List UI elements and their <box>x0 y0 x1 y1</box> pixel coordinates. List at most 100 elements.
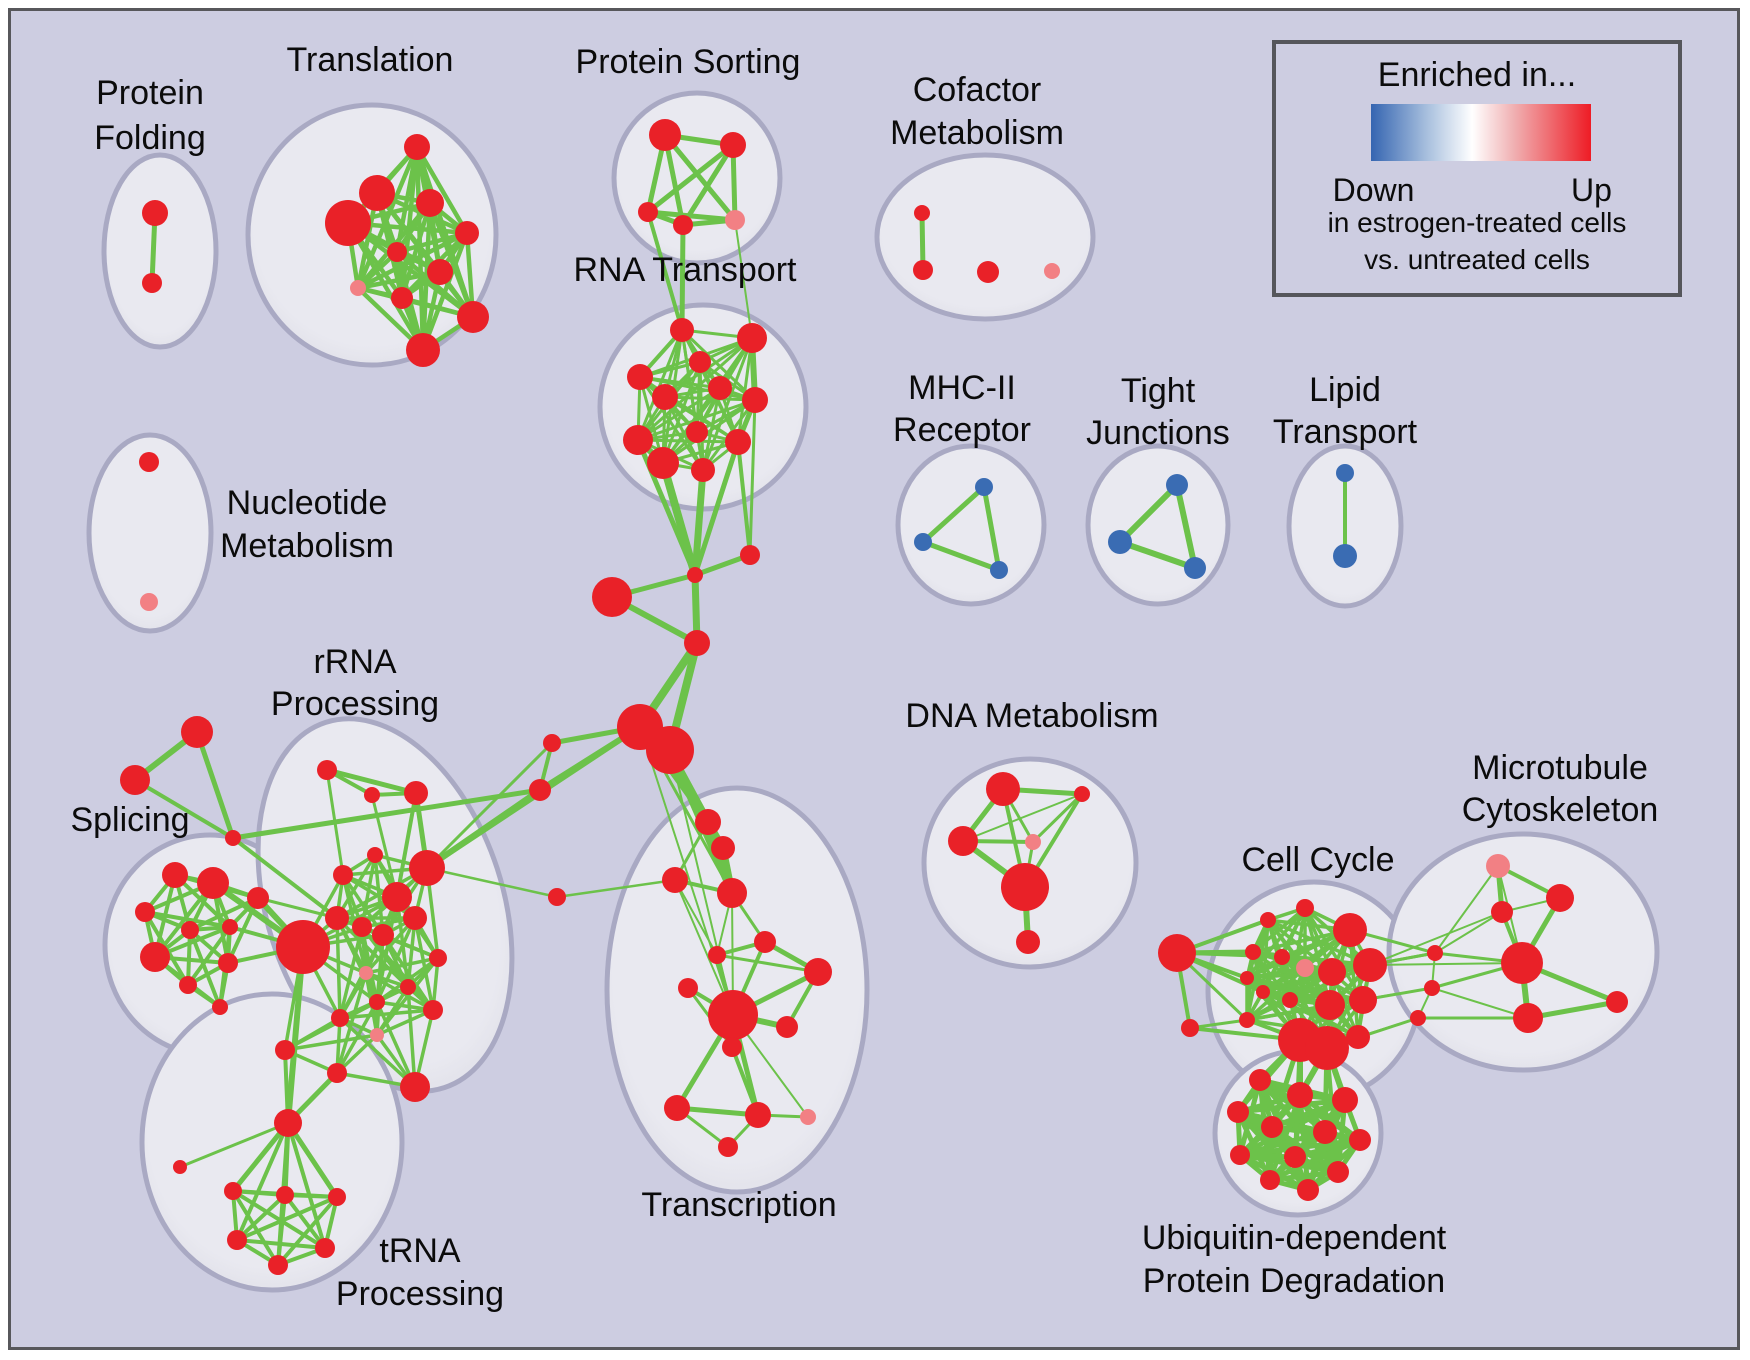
geneset-node-translation[interactable] <box>427 259 453 285</box>
geneset-node-cellcycle[interactable] <box>1158 934 1196 972</box>
geneset-node-translation[interactable] <box>387 242 407 262</box>
geneset-node-microtubule[interactable] <box>1606 991 1628 1013</box>
geneset-node-rrna[interactable] <box>359 966 373 980</box>
geneset-node-splicing[interactable] <box>197 867 229 899</box>
geneset-node-cellcycle[interactable] <box>1245 944 1261 960</box>
geneset-node-rna_transport[interactable] <box>627 364 653 390</box>
geneset-node-cellcycle[interactable] <box>1282 992 1298 1008</box>
geneset-node-splicing[interactable] <box>179 976 197 994</box>
geneset-node-microtubule[interactable] <box>1410 1010 1426 1026</box>
geneset-node-cellcycle[interactable] <box>1318 958 1346 986</box>
geneset-node-ubiquitin[interactable] <box>1249 1069 1271 1091</box>
geneset-node-translation[interactable] <box>455 221 479 245</box>
geneset-node-microtubule[interactable] <box>1546 884 1574 912</box>
geneset-node-transcription[interactable] <box>708 946 726 964</box>
geneset-node-protein_folding[interactable] <box>142 273 162 293</box>
geneset-node-cellcycle[interactable] <box>1296 899 1314 917</box>
geneset-node-microtubule[interactable] <box>1513 1003 1543 1033</box>
geneset-node-rrna[interactable] <box>372 924 394 946</box>
geneset-node-ubiquitin[interactable] <box>1261 1116 1283 1138</box>
geneset-node-rna_transport[interactable] <box>686 421 708 443</box>
geneset-node-dna[interactable] <box>948 826 978 856</box>
geneset-node-protein_sorting[interactable] <box>673 215 693 235</box>
geneset-node-transcription[interactable] <box>722 1037 742 1057</box>
geneset-node-dna[interactable] <box>1001 863 1049 911</box>
geneset-node-trna[interactable] <box>173 1160 187 1174</box>
geneset-node-rrna[interactable] <box>400 1072 430 1102</box>
geneset-node-cellcycle[interactable] <box>1305 1026 1349 1070</box>
geneset-node-microtubule[interactable] <box>1427 945 1443 961</box>
geneset-node-lipid[interactable] <box>1336 464 1354 482</box>
geneset-node-cellcycle[interactable] <box>1296 959 1314 977</box>
geneset-node-splicing[interactable] <box>247 887 269 909</box>
geneset-node-dna[interactable] <box>986 772 1020 806</box>
geneset-node-cofactor[interactable] <box>1044 263 1060 279</box>
geneset-node-rrna[interactable] <box>331 1009 349 1027</box>
geneset-node-cellcycle[interactable] <box>1274 949 1290 965</box>
geneset-node-rrna[interactable] <box>404 781 428 805</box>
geneset-node-dna[interactable] <box>1074 786 1090 802</box>
geneset-node-ubiquitin[interactable] <box>1313 1120 1337 1144</box>
geneset-node-trna[interactable] <box>328 1188 346 1206</box>
geneset-node-protein_sorting[interactable] <box>649 119 681 151</box>
geneset-node-central[interactable] <box>592 577 632 617</box>
geneset-node-cellcycle[interactable] <box>1181 1019 1199 1037</box>
geneset-node-protein_sorting[interactable] <box>725 210 745 230</box>
geneset-node-microtubule[interactable] <box>1491 901 1513 923</box>
geneset-node-cofactor[interactable] <box>913 260 933 280</box>
geneset-node-transcription[interactable] <box>664 1095 690 1121</box>
geneset-node-transcription[interactable] <box>745 1102 771 1128</box>
geneset-node-ubiquitin[interactable] <box>1260 1170 1280 1190</box>
geneset-node-microtubule[interactable] <box>1424 980 1440 996</box>
geneset-node-translation[interactable] <box>457 301 489 333</box>
geneset-node-transcription[interactable] <box>708 990 758 1040</box>
geneset-node-splicing[interactable] <box>135 902 155 922</box>
geneset-node-rna_transport[interactable] <box>691 458 715 482</box>
geneset-node-rna_transport[interactable] <box>652 384 678 410</box>
geneset-node-trna[interactable] <box>268 1255 288 1275</box>
geneset-node-rrna[interactable] <box>382 882 412 912</box>
geneset-node-rrna[interactable] <box>429 949 447 967</box>
geneset-node-rrna[interactable] <box>325 906 349 930</box>
geneset-node-transcription[interactable] <box>711 836 735 860</box>
geneset-node-ubiquitin[interactable] <box>1284 1146 1306 1168</box>
geneset-node-rna_transport[interactable] <box>670 318 694 342</box>
geneset-node-rrna[interactable] <box>403 906 427 930</box>
geneset-node-ubiquitin[interactable] <box>1327 1161 1349 1183</box>
geneset-node-translation[interactable] <box>406 333 440 367</box>
geneset-node-central[interactable] <box>646 726 694 774</box>
geneset-node-nucleotide[interactable] <box>139 452 159 472</box>
geneset-node-central[interactable] <box>684 630 710 656</box>
geneset-node-central[interactable] <box>529 779 551 801</box>
geneset-node-mhc[interactable] <box>975 478 993 496</box>
geneset-node-cellcycle[interactable] <box>1315 990 1345 1020</box>
geneset-node-splicing[interactable] <box>225 830 241 846</box>
geneset-node-microtubule[interactable] <box>1501 942 1543 984</box>
geneset-node-transcription[interactable] <box>695 809 721 835</box>
geneset-node-rrna[interactable] <box>327 1063 347 1083</box>
geneset-node-splicing[interactable] <box>140 942 170 972</box>
geneset-node-rna_transport[interactable] <box>742 387 768 413</box>
geneset-node-rrna[interactable] <box>370 1028 384 1042</box>
geneset-node-mhc[interactable] <box>914 533 932 551</box>
geneset-node-protein_folding[interactable] <box>142 200 168 226</box>
geneset-node-rna_transport[interactable] <box>689 351 711 373</box>
geneset-node-rna_transport[interactable] <box>708 376 732 400</box>
geneset-node-mhc[interactable] <box>990 561 1008 579</box>
geneset-node-central[interactable] <box>548 888 566 906</box>
geneset-node-trna[interactable] <box>276 1186 294 1204</box>
geneset-node-ubiquitin[interactable] <box>1332 1087 1358 1113</box>
geneset-node-translation[interactable] <box>416 189 444 217</box>
geneset-node-transcription[interactable] <box>678 978 698 998</box>
geneset-node-transcription[interactable] <box>662 867 688 893</box>
geneset-node-ubiquitin[interactable] <box>1287 1082 1313 1108</box>
geneset-node-rrna[interactable] <box>400 979 416 995</box>
geneset-node-translation[interactable] <box>404 134 430 160</box>
geneset-node-microtubule[interactable] <box>1486 854 1510 878</box>
geneset-node-ubiquitin[interactable] <box>1297 1179 1319 1201</box>
geneset-node-rrna[interactable] <box>369 994 385 1010</box>
geneset-node-cofactor[interactable] <box>977 261 999 283</box>
geneset-node-rna_transport[interactable] <box>725 429 751 455</box>
geneset-node-rna_transport[interactable] <box>737 323 767 353</box>
geneset-node-cofactor[interactable] <box>914 205 930 221</box>
